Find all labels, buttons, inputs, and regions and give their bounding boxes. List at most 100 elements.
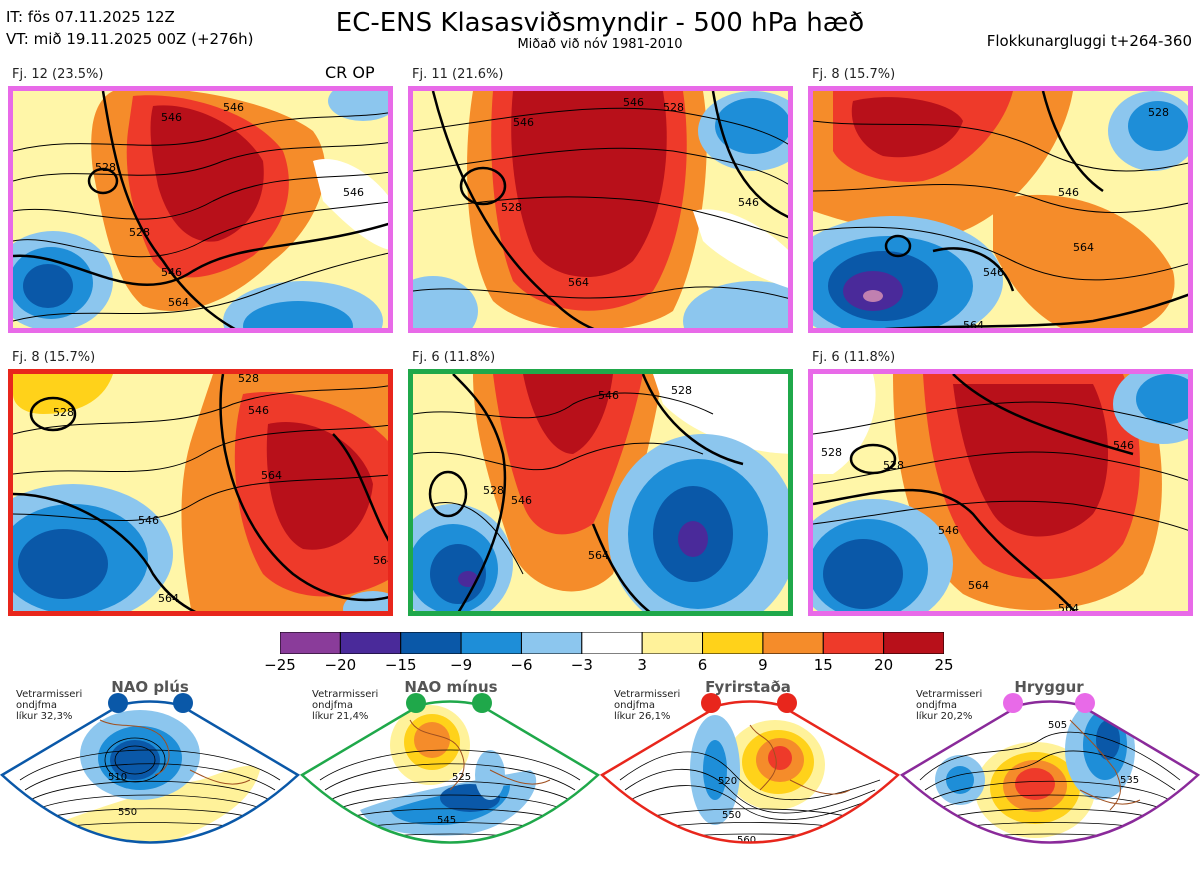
regime-marker-dot <box>701 693 721 713</box>
colorbar-label: −15 <box>384 656 417 674</box>
cluster-map-2[interactable]: 546 528 546 528 546 564 <box>408 86 793 333</box>
contour-label: 528 <box>95 161 116 174</box>
contour-label: 546 <box>1058 186 1079 199</box>
colorbar-swatch <box>762 631 824 655</box>
contour-labels: 528 528 546 546 564 564 <box>821 439 1134 615</box>
cluster-map-5[interactable]: 546 528 528 546 564 546 <box>408 369 793 616</box>
cluster-map-3[interactable]: 546 564 546 564 528 <box>808 86 1193 333</box>
colorbar-label: 6 <box>697 656 708 674</box>
regime-marker-dot <box>777 693 797 713</box>
regime-marker-dot <box>1075 693 1095 713</box>
regime-probability: líkur 26,1% <box>614 711 671 722</box>
contour-label: 528 <box>883 459 904 472</box>
contour-label: 528 <box>129 226 150 239</box>
cluster-map-1[interactable]: 546 528 546 564 546 546 528 <box>8 86 393 333</box>
colorbar-label: −3 <box>570 656 593 674</box>
contour-label: 564 <box>588 549 609 562</box>
contour-label: 546 <box>623 96 644 109</box>
panel-label: Fj. 6 (11.8%) <box>412 350 496 365</box>
regime-name: NAO mínus <box>404 678 498 696</box>
regime-blocking: 520 550 560 <box>599 680 901 871</box>
regime-name: NAO plús <box>111 678 189 696</box>
panel-label: Fj. 8 (15.7%) <box>12 350 96 365</box>
contour-label: 546 <box>223 101 244 114</box>
regime-season: Vetrarmisseri <box>916 689 983 700</box>
colorbar-swatch <box>400 631 462 655</box>
regime-name: Fyrirstaða <box>705 678 791 696</box>
contour-labels: 546 528 546 564 546 546 528 <box>95 101 364 309</box>
colorbar-swatch <box>339 631 402 655</box>
contour-labels: 546 528 528 546 564 546 <box>483 384 752 616</box>
regime-info: Vetrarmisseri ondjfma líkur 20,2% <box>916 689 982 722</box>
contour-label: 528 <box>671 384 692 397</box>
regime-contour-label: 525 <box>452 772 471 783</box>
regime-nao-minus: 525 545 565 <box>299 680 601 871</box>
colorbar-swatch <box>460 631 522 655</box>
colorbar-swatch <box>883 631 945 655</box>
contour-label: 546 <box>513 116 534 129</box>
contour-label: 564 <box>963 319 984 332</box>
regime-marker-dot <box>472 693 492 713</box>
regime-marker-dot <box>173 693 193 713</box>
colorbar-label: 3 <box>637 656 647 674</box>
page-subtitle: Miðað við nóv 1981-2010 <box>517 37 683 52</box>
regime-marker-dot <box>1003 693 1023 713</box>
colorbar-label: 25 <box>934 656 954 674</box>
contour-label: 546 <box>983 266 1004 279</box>
regime-contour-label: 520 <box>718 776 737 787</box>
cluster-map-6[interactable]: 528 528 546 546 564 564 <box>808 369 1193 616</box>
contour-label: 546 <box>1113 439 1134 452</box>
contour-label: 564 <box>1058 602 1079 615</box>
panel-label: Fj. 6 (11.8%) <box>812 350 896 365</box>
regime-contour-label: 505 <box>1048 720 1067 731</box>
cluster-map-4[interactable]: 528 528 546 564 546 564 564 <box>8 369 393 616</box>
regime-season: Vetrarmisseri <box>16 689 83 700</box>
colorbar-label: 9 <box>758 656 768 674</box>
panel-label: Fj. 8 (15.7%) <box>812 67 896 82</box>
contour-label: 564 <box>968 579 989 592</box>
regime-months: ondjfma <box>16 700 57 711</box>
colorbar-swatch <box>822 631 885 655</box>
regime-months: ondjfma <box>614 700 655 711</box>
contour-labels: 528 528 546 564 546 564 564 <box>53 374 393 605</box>
regime-months: ondjfma <box>312 700 353 711</box>
contour-label: 564 <box>568 276 589 289</box>
contour-label: 546 <box>343 186 364 199</box>
colorbar-swatch <box>581 631 643 655</box>
colorbar-label: 20 <box>874 656 894 674</box>
contour-label: 564 <box>168 296 189 309</box>
colorbar-label: 15 <box>813 656 833 674</box>
contour-label: 564 <box>373 554 393 567</box>
contour-labels: 546 564 546 564 528 <box>963 106 1169 332</box>
regime-nao-plus: 510 550 <box>0 680 301 871</box>
panel-tag: CR OP <box>325 63 375 82</box>
contour-label: 546 <box>598 389 619 402</box>
contour-label: 546 <box>161 111 182 124</box>
contour-label: 546 <box>731 609 752 616</box>
regime-probability: líkur 32,3% <box>16 711 73 722</box>
regime-ridge: 505 535 560 <box>899 680 1200 871</box>
regime-marker-dot <box>406 693 426 713</box>
contour-label: 528 <box>53 406 74 419</box>
colorbar-swatch <box>702 631 764 655</box>
regime-contour-label: 535 <box>1120 775 1139 786</box>
regime-info: Vetrarmisseri ondjfma líkur 26,1% <box>614 689 680 722</box>
regime-contour-label: 560 <box>737 835 756 846</box>
init-time: IT: fös 07.11.2025 12Z <box>6 8 175 26</box>
colorbar <box>279 631 945 658</box>
contour-label: 546 <box>138 514 159 527</box>
contour-label: 546 <box>938 524 959 537</box>
contour-label: 528 <box>238 374 259 385</box>
regime-contour-label: 545 <box>437 815 456 826</box>
contour-label: 528 <box>1148 106 1169 119</box>
regime-contour-label: 550 <box>722 810 741 821</box>
classification-window: Flokkunargluggi t+264-360 <box>986 32 1192 50</box>
regime-contour-label: 550 <box>118 807 137 818</box>
regime-months: ondjfma <box>916 700 957 711</box>
page-title: EC-ENS Klasasviðsmyndir - 500 hPa hæð <box>335 8 865 38</box>
regime-name: Hryggur <box>1014 678 1084 696</box>
colorbar-swatches <box>279 631 945 655</box>
regime-contour-label: 565 <box>447 850 466 861</box>
colorbar-swatch <box>279 631 341 655</box>
contour-label: 528 <box>821 446 842 459</box>
